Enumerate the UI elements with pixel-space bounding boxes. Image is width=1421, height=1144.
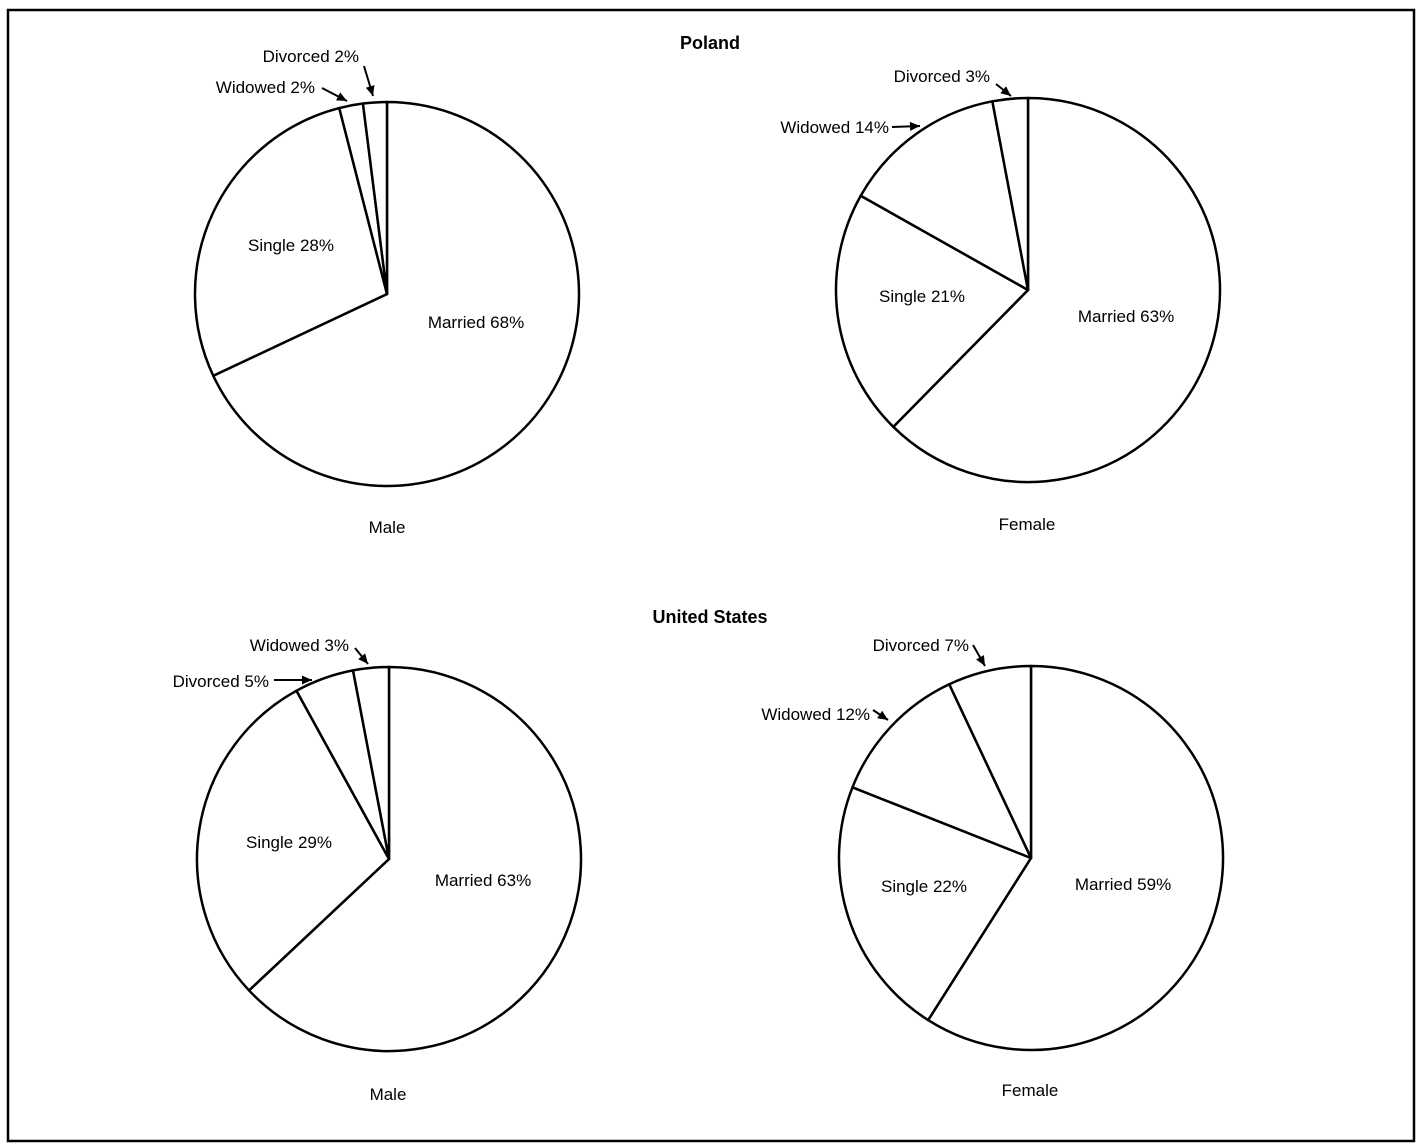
pie-poland-male-label-single: Single 28% [248, 236, 334, 255]
pie-poland-female-label-widowed: Widowed 14% [780, 118, 889, 137]
pie-united-states-male: Married 63% Single 29% Divorced 5% Widowed … [173, 636, 583, 1104]
pies-layer: Married 68% Single 28% Widowed 2% Divorced … [173, 47, 1225, 1104]
pie-united-states-female-label-divorced: Divorced 7% [873, 636, 969, 655]
pie-poland-female-slice-divorced [991, 96, 1030, 292]
pie-united-states-female-arrowhead-widowed [877, 710, 888, 720]
pie-united-states-male-caption: Male [370, 1085, 407, 1104]
pie-united-states-female-label-married: Married 59% [1075, 875, 1171, 894]
pie-united-states-female-label-single: Single 22% [881, 877, 967, 896]
pie-united-states-male-slice-married [247, 665, 583, 1053]
pie-poland-female-slice-married [892, 96, 1222, 484]
pie-united-states-female-slice-divorced [948, 664, 1033, 860]
pie-united-states-male-arrowhead-widowed [358, 653, 368, 664]
pie-poland-male-slice-married [212, 100, 581, 488]
pie-united-states-male-label-widowed: Widowed 3% [250, 636, 349, 655]
pie-united-states-female-slice-married [926, 664, 1225, 1052]
pie-poland-male-label-widowed: Widowed 2% [216, 78, 315, 97]
pie-poland-female: Married 63% Single 21% Widowed 14% Divorced… [780, 67, 1222, 534]
pie-united-states-female-slice-widowed [851, 683, 1033, 860]
pie-united-states-male-label-married: Married 63% [435, 871, 531, 890]
pie-united-states-female: Married 59% Single 22% Widowed 12% Divorced… [761, 636, 1225, 1100]
pie-united-states-male-slice-single [195, 689, 391, 992]
pie-poland-female-slice-single [834, 194, 1030, 429]
group-title-poland: Poland [680, 33, 740, 53]
pie-poland-male: Married 68% Single 28% Widowed 2% Divorced … [193, 47, 581, 537]
figure-frame [6, 8, 1416, 1143]
pie-poland-male-slice-single [193, 106, 389, 377]
pie-poland-male-label-divorced: Divorced 2% [263, 47, 359, 66]
pie-poland-female-arrowhead-widowed [909, 121, 920, 131]
pie-united-states-female-label-widowed: Widowed 12% [761, 705, 870, 724]
pie-poland-male-label-married: Married 68% [428, 313, 524, 332]
pie-united-states-female-arrowhead-divorced [976, 655, 985, 666]
pie-poland-female-label-married: Married 63% [1078, 307, 1174, 326]
pie-united-states-female-caption: Female [1002, 1081, 1059, 1100]
pie-united-states-female-slice-single [837, 786, 1033, 1022]
pie-united-states-male-slice-widowed [351, 665, 391, 861]
pie-poland-female-label-single: Single 21% [879, 287, 965, 306]
pie-poland-female-label-divorced: Divorced 3% [894, 67, 990, 86]
pie-poland-male-slice-divorced [361, 100, 389, 296]
pie-poland-male-arrowhead-divorced [365, 85, 375, 96]
pie-poland-male-arrowhead-widowed [336, 92, 347, 101]
pie-poland-female-slice-widowed [859, 100, 1030, 292]
group-title-united-states: United States [652, 607, 767, 627]
pie-united-states-male-label-divorced: Divorced 5% [173, 672, 269, 691]
pie-united-states-male-arrowhead-divorced [302, 675, 312, 685]
pie-united-states-male-label-single: Single 29% [246, 833, 332, 852]
pie-poland-female-arrowhead-divorced [1000, 86, 1011, 96]
pie-poland-female-caption: Female [999, 515, 1056, 534]
pie-poland-male-caption: Male [369, 518, 406, 537]
